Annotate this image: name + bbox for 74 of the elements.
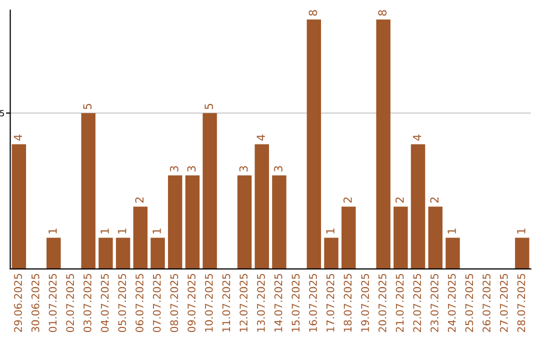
x-tick-label: 07.07.2025 xyxy=(152,274,161,332)
x-tick-label: 30.06.2025 xyxy=(31,274,40,332)
data-label: 5 xyxy=(204,104,214,110)
data-label: 1 xyxy=(326,228,334,234)
bar xyxy=(394,206,408,269)
x-tick-label: 06.07.2025 xyxy=(136,274,144,332)
bar xyxy=(237,175,252,269)
bar xyxy=(376,20,390,269)
bar xyxy=(98,238,113,269)
x-tick-label: 20.07.2025 xyxy=(378,274,386,332)
x-tick-label: 05.07.2025 xyxy=(118,274,126,332)
x-tick-label: 13.07.2025 xyxy=(257,274,265,332)
data-label: 3 xyxy=(187,166,196,172)
data-label: 1 xyxy=(517,228,526,234)
data-label: 3 xyxy=(274,166,282,172)
data-label: 1 xyxy=(118,228,126,234)
bar xyxy=(202,113,217,269)
bar xyxy=(116,238,130,269)
x-tick-label: 11.07.2025 xyxy=(222,274,230,332)
x-tick-label: 27.07.2025 xyxy=(500,274,508,332)
data-label: 8 xyxy=(378,10,387,16)
bar xyxy=(254,144,269,269)
x-tick-label: 12.07.2025 xyxy=(240,274,248,332)
bar xyxy=(150,238,165,269)
bar xyxy=(306,20,322,269)
data-label: 1 xyxy=(100,228,109,234)
x-tick-label: 17.07.2025 xyxy=(326,274,334,332)
bar xyxy=(324,238,338,269)
data-label: 8 xyxy=(308,10,318,16)
data-label: 1 xyxy=(48,228,57,234)
x-tick-label: 04.07.2025 xyxy=(100,274,109,332)
data-label: 2 xyxy=(396,198,404,203)
x-tick-label: 25.07.2025 xyxy=(465,274,474,332)
x-tick-label: 22.07.2025 xyxy=(413,274,422,332)
data-label: 4 xyxy=(256,134,265,141)
bar xyxy=(12,144,26,269)
bar xyxy=(185,175,200,269)
bar xyxy=(133,206,148,269)
x-tick-label: 18.07.2025 xyxy=(344,274,352,332)
data-label: 3 xyxy=(170,166,178,172)
bar xyxy=(410,144,426,269)
data-label: 4 xyxy=(412,134,422,141)
x-tick-label: 14.07.2025 xyxy=(274,274,282,332)
x-tick-label: 02.07.2025 xyxy=(66,274,74,332)
x-tick-label: 26.07.2025 xyxy=(482,274,490,332)
bar xyxy=(515,238,530,269)
x-tick-label: 29.06.2025 xyxy=(14,274,22,332)
data-label: 1 xyxy=(448,228,456,234)
x-tick-label: 01.07.2025 xyxy=(48,274,57,332)
data-label: 4 xyxy=(14,134,22,141)
bar xyxy=(168,175,182,269)
data-label: 3 xyxy=(239,166,248,172)
data-label: 5 xyxy=(83,104,92,110)
x-tick-label: 03.07.2025 xyxy=(83,274,92,332)
x-tick-label: 15.07.2025 xyxy=(292,274,300,332)
x-tick-label: 16.07.2025 xyxy=(309,274,317,332)
x-tick-label: 10.07.2025 xyxy=(204,274,213,332)
bar xyxy=(446,238,460,269)
data-label: 1 xyxy=(152,228,161,234)
x-tick-label: 28.07.2025 xyxy=(517,274,526,332)
data-label: 2 xyxy=(430,198,438,203)
x-tick-label: 24.07.2025 xyxy=(448,274,456,332)
bar xyxy=(81,113,96,269)
x-tick-label: 21.07.2025 xyxy=(396,274,404,332)
bar xyxy=(46,238,61,269)
x-tick-label: 19.07.2025 xyxy=(361,274,369,332)
data-label: 2 xyxy=(135,198,144,203)
x-tick-label: 09.07.2025 xyxy=(188,274,196,332)
x-tick-label: 23.07.2025 xyxy=(430,274,438,332)
bar xyxy=(272,175,286,269)
bar xyxy=(428,206,442,269)
data-label: 2 xyxy=(343,198,352,203)
x-tick-label: 08.07.2025 xyxy=(170,274,178,332)
bar xyxy=(342,206,356,269)
